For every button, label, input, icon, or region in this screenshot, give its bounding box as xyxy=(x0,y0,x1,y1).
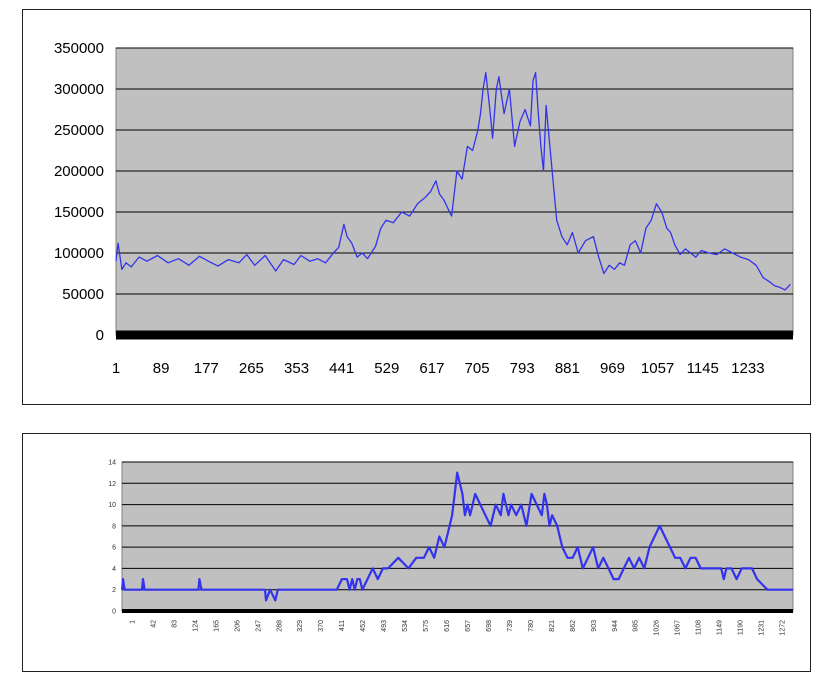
y-tick-label: 200000 xyxy=(54,163,104,180)
series-line xyxy=(120,471,793,602)
x-tick-label: 1190 xyxy=(738,620,745,635)
x-tick-label: 657 xyxy=(465,620,472,632)
x-tick-label: 534 xyxy=(402,620,409,632)
x-tick-label: 89 xyxy=(153,360,170,377)
y-tick-label: 0 xyxy=(96,327,104,344)
x-tick-label: 780 xyxy=(528,620,535,632)
x-tick-label: 793 xyxy=(510,360,535,377)
x-tick-label: 353 xyxy=(284,360,309,377)
y-tick-label: 2 xyxy=(112,587,116,594)
y-tick-label: 10 xyxy=(108,502,116,509)
x-tick-label: 1108 xyxy=(696,620,703,635)
x-tick-label: 165 xyxy=(213,620,220,632)
x-tick-label: 493 xyxy=(381,620,388,632)
x-axis-line xyxy=(122,609,793,613)
x-tick-label: 1026 xyxy=(654,620,661,636)
x-axis-line xyxy=(116,330,793,340)
y-tick-label: 150000 xyxy=(54,204,104,221)
x-tick-label: 265 xyxy=(239,360,264,377)
x-tick-label: 1 xyxy=(129,620,136,624)
x-tick-label: 705 xyxy=(465,360,490,377)
x-tick-label: 698 xyxy=(486,620,493,632)
x-tick-label: 1057 xyxy=(641,360,674,377)
x-tick-label: 83 xyxy=(171,620,178,628)
x-tick-label: 247 xyxy=(255,620,262,632)
y-tick-label: 14 xyxy=(108,460,116,467)
x-tick-label: 124 xyxy=(192,620,199,632)
x-tick-label: 1 xyxy=(112,360,120,377)
x-tick-label: 944 xyxy=(612,620,619,632)
y-tick-label: 350000 xyxy=(54,40,104,57)
y-tick-label: 50000 xyxy=(62,286,104,303)
x-tick-label: 1272 xyxy=(780,620,787,636)
x-tick-label: 1233 xyxy=(731,360,764,377)
x-tick-label: 985 xyxy=(633,620,640,632)
x-tick-label: 206 xyxy=(234,620,241,632)
plot-area xyxy=(121,461,794,612)
x-tick-label: 411 xyxy=(339,620,346,631)
x-tick-label: 903 xyxy=(591,620,598,632)
x-tick-label: 969 xyxy=(600,360,625,377)
y-tick-label: 12 xyxy=(108,481,116,488)
x-tick-label: 1145 xyxy=(687,360,719,377)
x-tick-label: 1149 xyxy=(717,620,724,635)
x-tick-label: 575 xyxy=(423,620,430,632)
y-tick-label: 8 xyxy=(112,523,116,530)
y-tick-label: 100000 xyxy=(54,245,104,262)
x-tick-label: 1231 xyxy=(759,620,766,636)
x-tick-label: 329 xyxy=(297,620,304,632)
x-tick-label: 616 xyxy=(444,620,451,632)
x-tick-label: 529 xyxy=(374,360,399,377)
x-tick-label: 288 xyxy=(276,620,283,632)
x-tick-label: 821 xyxy=(549,620,556,632)
x-tick-label: 42 xyxy=(150,620,157,628)
y-tick-label: 6 xyxy=(112,545,116,552)
series-line xyxy=(115,71,791,291)
x-tick-label: 441 xyxy=(329,360,354,377)
x-tick-label: 881 xyxy=(555,360,580,377)
x-tick-label: 452 xyxy=(360,620,367,632)
x-tick-label: 617 xyxy=(419,360,444,377)
y-tick-label: 300000 xyxy=(54,81,104,98)
y-tick-label: 4 xyxy=(112,566,116,573)
x-tick-label: 739 xyxy=(507,620,514,632)
x-tick-label: 1067 xyxy=(675,620,682,636)
y-tick-label: 250000 xyxy=(54,122,104,139)
x-tick-label: 177 xyxy=(194,360,219,377)
y-tick-label: 0 xyxy=(112,609,116,616)
x-tick-label: 862 xyxy=(570,620,577,632)
x-tick-label: 370 xyxy=(318,620,325,632)
